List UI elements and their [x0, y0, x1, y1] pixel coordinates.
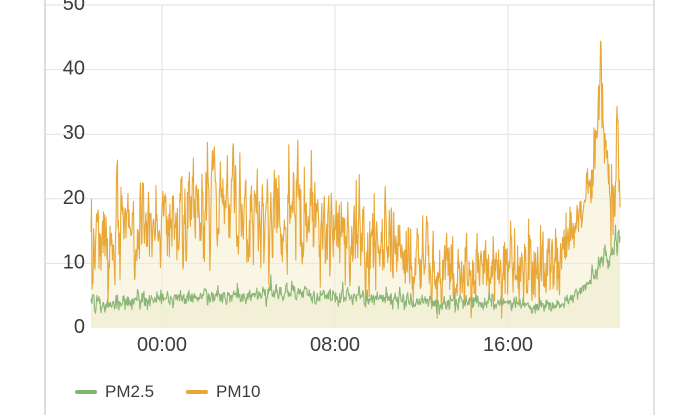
svg-text:30: 30 [63, 122, 85, 144]
svg-text:0: 0 [74, 316, 85, 338]
svg-text:50: 50 [63, 0, 85, 15]
svg-text:16:00: 16:00 [483, 334, 533, 356]
svg-text:10: 10 [63, 251, 85, 273]
svg-text:40: 40 [63, 58, 85, 80]
svg-text:00:00: 00:00 [137, 334, 187, 356]
svg-text:20: 20 [63, 187, 85, 209]
svg-text:08:00: 08:00 [310, 334, 360, 356]
